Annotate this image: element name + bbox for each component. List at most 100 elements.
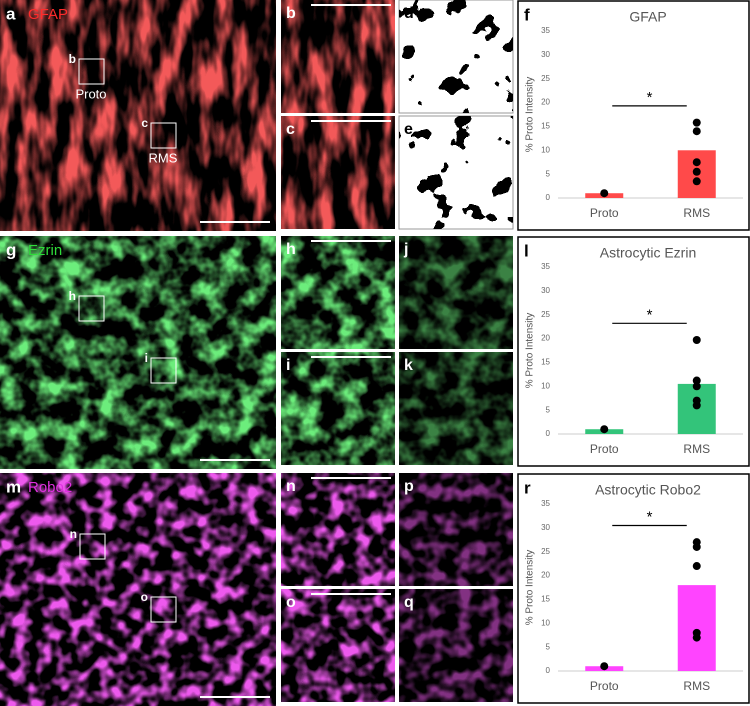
y-tick-label: 25 — [541, 74, 550, 83]
y-tick-label: 5 — [546, 169, 551, 178]
data-point — [692, 127, 701, 136]
panel-letter: d — [404, 5, 414, 22]
x-tick-label: RMS — [683, 206, 710, 220]
zoom-signal — [281, 0, 395, 113]
zoom-signal — [399, 116, 513, 229]
x-tick-label: RMS — [683, 442, 710, 456]
micrograph-signal — [0, 473, 276, 706]
panel-letter: h — [286, 241, 296, 258]
y-tick-label: 25 — [541, 310, 550, 319]
y-tick-label: 20 — [541, 98, 550, 107]
data-point — [692, 542, 701, 551]
y-tick-label: 35 — [541, 262, 550, 271]
significance-star: * — [647, 306, 653, 323]
x-tick-label: Proto — [590, 206, 619, 220]
stain-label: Ezrin — [28, 242, 62, 259]
data-point — [600, 662, 609, 671]
inset-letter: n — [70, 527, 77, 541]
zoom-signal — [281, 589, 395, 702]
zoom-signal — [281, 352, 395, 465]
x-tick-label: Proto — [590, 442, 619, 456]
panel-letter: m — [6, 477, 21, 496]
zoom-signal — [399, 589, 513, 702]
y-tick-label: 5 — [546, 642, 551, 651]
panel-letter: l — [524, 241, 529, 260]
data-point — [692, 562, 701, 571]
inset-box — [150, 596, 177, 623]
inset-box — [78, 295, 105, 322]
data-point — [600, 425, 609, 434]
zoom-signal — [399, 0, 513, 113]
y-tick-label: 20 — [541, 334, 550, 343]
y-tick-label: 10 — [541, 618, 550, 627]
inset-box — [150, 357, 177, 384]
panel-letter: c — [286, 121, 295, 138]
x-tick-label: Proto — [590, 679, 619, 693]
inset-letter: b — [69, 52, 76, 66]
y-tick-label: 15 — [541, 358, 550, 367]
panel-letter: n — [286, 478, 296, 495]
panel-letter: a — [6, 4, 16, 23]
data-point — [692, 118, 701, 127]
inset-label: Proto — [75, 86, 106, 101]
inset-box — [79, 533, 106, 560]
micrograph-signal — [0, 0, 276, 231]
data-point — [692, 167, 701, 176]
stain-label: GFAP — [28, 6, 68, 23]
panel-letter: e — [404, 121, 413, 138]
panel-letter: f — [524, 5, 530, 24]
zoom-signal — [399, 352, 513, 465]
chart-title: GFAP — [629, 9, 666, 25]
data-point — [692, 401, 701, 410]
y-axis-label: % Proto Intensity — [525, 313, 536, 389]
y-tick-label: 30 — [541, 50, 550, 59]
y-tick-label: 30 — [541, 523, 550, 532]
y-tick-label: 30 — [541, 286, 550, 295]
panel-letter: g — [6, 240, 16, 259]
inset-letter: c — [141, 116, 148, 130]
y-tick-label: 0 — [546, 193, 551, 202]
y-tick-label: 25 — [541, 547, 550, 556]
data-point — [692, 158, 701, 167]
panel-letter: p — [404, 478, 414, 495]
zoom-signal — [399, 473, 513, 586]
panel-letter: i — [286, 357, 290, 374]
x-tick-label: RMS — [683, 679, 710, 693]
y-tick-label: 5 — [546, 405, 551, 414]
inset-label: RMS — [149, 150, 178, 165]
y-tick-label: 15 — [541, 595, 550, 604]
inset-box — [150, 122, 177, 149]
inset-box — [78, 58, 105, 85]
significance-star: * — [647, 508, 653, 525]
y-tick-label: 15 — [541, 122, 550, 131]
bar — [677, 585, 716, 671]
panel-letter: q — [404, 594, 414, 611]
y-tick-label: 20 — [541, 571, 550, 580]
panel-letter: r — [524, 478, 531, 497]
data-point — [692, 382, 701, 391]
y-axis-label: % Proto Intensity — [525, 77, 536, 153]
panel-letter: k — [404, 357, 413, 374]
data-point — [692, 376, 701, 385]
chart-title: Astrocytic Robo2 — [595, 482, 701, 498]
y-tick-label: 10 — [541, 381, 550, 390]
y-tick-label: 0 — [546, 666, 551, 675]
data-point — [600, 189, 609, 198]
panel-letter: j — [403, 241, 408, 258]
data-point — [692, 177, 701, 186]
y-axis-label: % Proto Intensity — [525, 550, 536, 626]
chart-title: Astrocytic Ezrin — [600, 245, 696, 261]
y-tick-label: 35 — [541, 499, 550, 508]
panel-letter: o — [286, 594, 296, 611]
zoom-signal — [281, 473, 395, 586]
zoom-signal — [399, 236, 513, 349]
stain-label: Robo2 — [28, 479, 72, 496]
inset-letter: o — [141, 590, 148, 604]
y-tick-label: 10 — [541, 145, 550, 154]
y-tick-label: 35 — [541, 26, 550, 35]
inset-letter: i — [145, 351, 148, 365]
data-point — [692, 336, 701, 345]
micrograph-signal — [0, 236, 276, 469]
significance-star: * — [647, 89, 653, 106]
